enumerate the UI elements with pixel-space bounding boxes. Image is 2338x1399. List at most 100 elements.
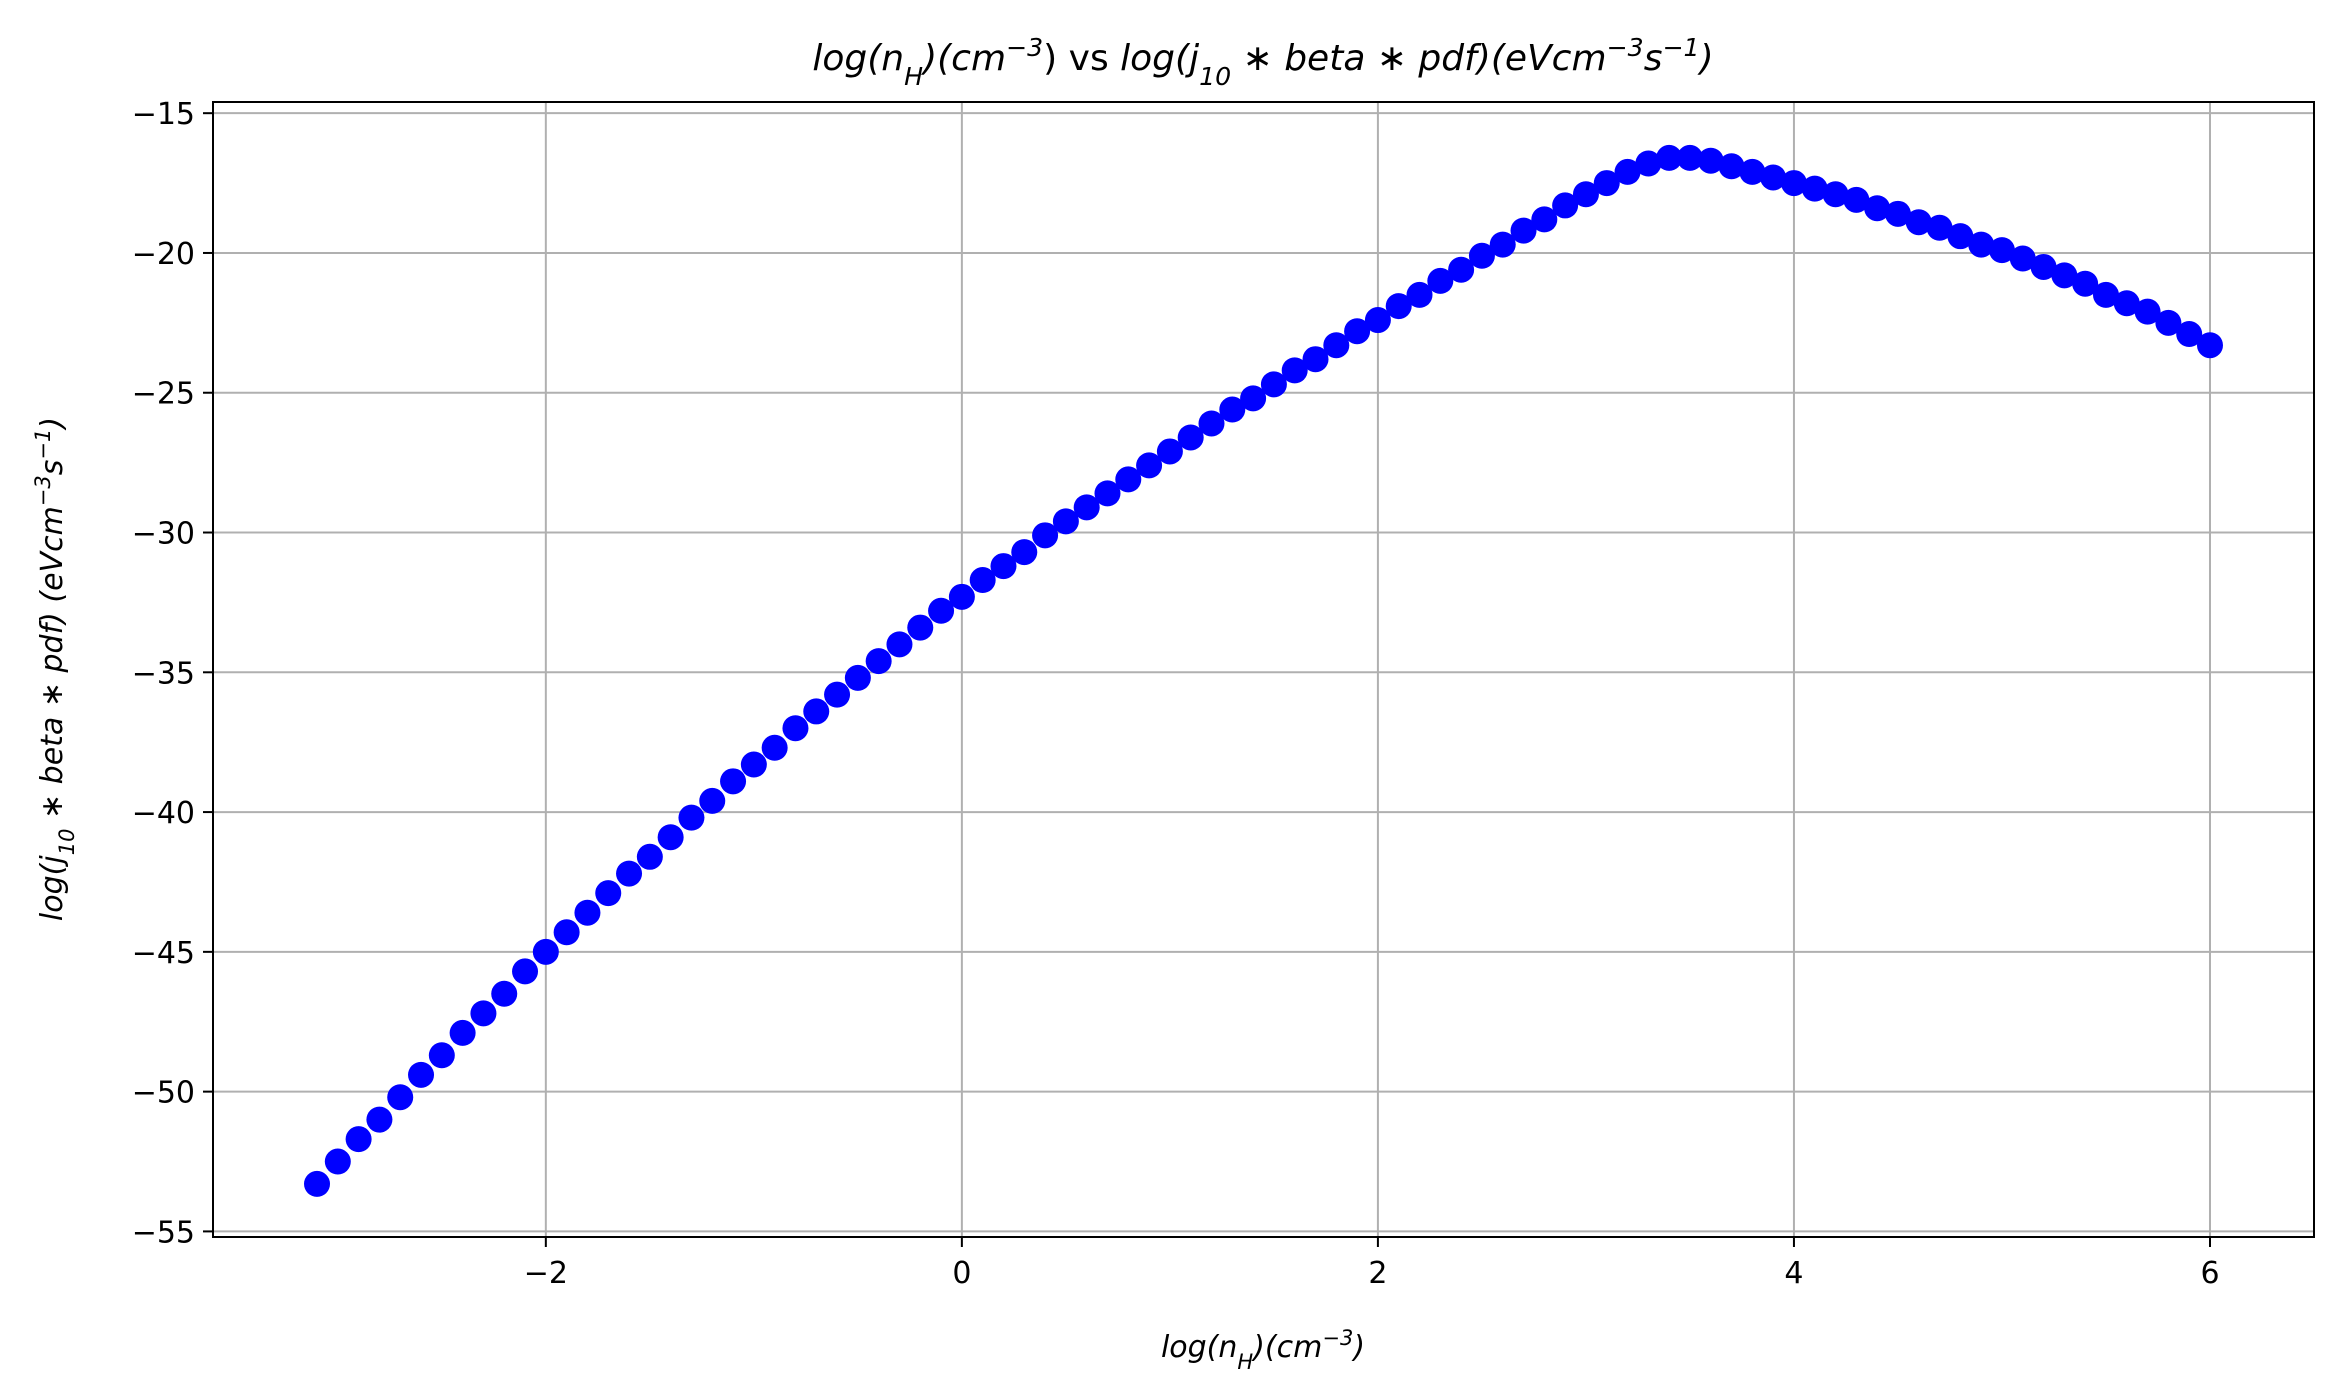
data-point (657, 824, 684, 851)
data-point (1323, 332, 1350, 359)
y-tick-label: −55 (132, 1215, 195, 1250)
data-point (720, 768, 747, 795)
data-point (324, 1148, 351, 1175)
data-point (1364, 307, 1391, 334)
data-point (1656, 144, 1683, 171)
data-point (990, 553, 1017, 580)
data-point (1531, 206, 1558, 233)
x-tick-label: 4 (1784, 1256, 1803, 1291)
data-point (969, 567, 996, 594)
data-point (2196, 332, 2223, 359)
data-point (1572, 181, 1599, 208)
data-point (428, 1042, 455, 1069)
data-point (1510, 217, 1537, 244)
ticks (203, 112, 2211, 1247)
data-point (1156, 438, 1183, 465)
y-tick-label: −30 (132, 517, 195, 552)
data-point (636, 843, 663, 870)
data-point (1468, 242, 1495, 269)
data-point (1739, 158, 1766, 185)
data-point (1489, 231, 1516, 258)
data-point (1052, 508, 1079, 535)
data-point (1448, 256, 1475, 283)
data-point (1115, 466, 1142, 493)
data-point (1988, 237, 2015, 264)
x-tick-label: −2 (524, 1256, 568, 1291)
data-point (1344, 318, 1371, 345)
y-tick-label: −40 (132, 796, 195, 831)
data-point (1864, 195, 1891, 222)
data-point (928, 597, 955, 624)
tick-labels: −2 0 2 4 6−55−50−45−40−35−30−25−20−15 (132, 97, 2220, 1291)
data-point (512, 958, 539, 985)
data-point (2051, 262, 2078, 289)
x-axis-label: log(nH)(cm−3) (1161, 1326, 1365, 1374)
y-tick-label: −15 (132, 97, 195, 132)
data-point (408, 1061, 435, 1088)
data-point (1801, 175, 1828, 202)
data-point (1635, 150, 1662, 177)
y-tick-label: −45 (132, 936, 195, 971)
data-point (1427, 267, 1454, 294)
data-point (761, 734, 788, 761)
data-point (1718, 153, 1745, 180)
data-point (678, 804, 705, 831)
data-point (345, 1126, 372, 1153)
data-point (2092, 281, 2119, 308)
data-point (2113, 290, 2140, 317)
y-axis-label: log(j10 ∗ beta ∗ pdf) (eVcm−3s−1) (31, 417, 79, 921)
chart-title: log(nH)(cm−3) vs log(j10 ∗ beta ∗ pdf)(e… (812, 33, 1713, 91)
data-point (387, 1084, 414, 1111)
data-point (574, 899, 601, 926)
data-point (865, 648, 892, 675)
data-point (491, 980, 518, 1007)
grid-lines (213, 102, 2314, 1237)
data-point (1593, 170, 1620, 197)
data-point (2176, 321, 2203, 348)
data-point (1926, 214, 1953, 241)
data-point (2155, 309, 2182, 336)
data-point (1843, 186, 1870, 213)
data-point (1094, 480, 1121, 507)
data-point (616, 860, 643, 887)
data-point (1073, 494, 1100, 521)
data-point (532, 938, 559, 965)
y-tick-label: −25 (132, 377, 195, 412)
data-point (1281, 357, 1308, 384)
data-point (1011, 539, 1038, 566)
data-point (1760, 164, 1787, 191)
data-point (1198, 410, 1225, 437)
data-point (1884, 200, 1911, 227)
y-tick-label: −20 (132, 237, 195, 272)
data-point (449, 1019, 476, 1046)
x-tick-label: 0 (952, 1256, 971, 1291)
data-point (1905, 209, 1932, 236)
data-point (2030, 253, 2057, 280)
data-point (1406, 281, 1433, 308)
data-point (824, 681, 851, 708)
data-point (366, 1106, 393, 1133)
data-point (907, 614, 934, 641)
data-point (1614, 158, 1641, 185)
x-tick-label: 2 (1368, 1256, 1387, 1291)
data-point (2009, 245, 2036, 272)
data-point (699, 787, 726, 814)
data-point (1032, 522, 1059, 549)
y-tick-label: −50 (132, 1076, 195, 1111)
axes-frame (212, 101, 2315, 1238)
data-point (2134, 298, 2161, 325)
data-point (1822, 181, 1849, 208)
data-point (1780, 170, 1807, 197)
data-point (1947, 223, 1974, 250)
data-point (948, 583, 975, 610)
x-tick-label: 6 (2200, 1256, 2219, 1291)
data-point (1219, 396, 1246, 423)
data-point (844, 664, 871, 691)
data-point (1302, 346, 1329, 373)
data-point (1552, 192, 1579, 219)
data-point (1240, 385, 1267, 412)
data-point (886, 631, 913, 658)
data-point (553, 919, 580, 946)
data-point (1676, 144, 1703, 171)
